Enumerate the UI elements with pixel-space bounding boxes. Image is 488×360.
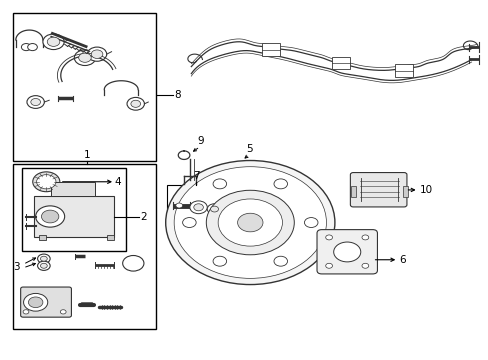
Circle shape — [41, 210, 59, 223]
Circle shape — [361, 235, 368, 240]
Circle shape — [325, 235, 332, 240]
Circle shape — [176, 203, 182, 208]
Circle shape — [23, 293, 48, 311]
Bar — [394, 64, 412, 77]
Circle shape — [273, 256, 287, 266]
Circle shape — [31, 99, 41, 105]
Circle shape — [237, 213, 263, 232]
Bar — [22, 168, 126, 251]
Text: 8: 8 — [174, 90, 181, 100]
Circle shape — [87, 47, 106, 61]
Circle shape — [60, 310, 66, 314]
FancyBboxPatch shape — [316, 230, 377, 274]
Text: 7: 7 — [192, 171, 199, 181]
Circle shape — [74, 50, 95, 66]
Bar — [34, 196, 114, 237]
Circle shape — [33, 172, 60, 192]
Circle shape — [36, 206, 64, 227]
Bar — [51, 182, 95, 196]
Circle shape — [91, 50, 102, 58]
Circle shape — [47, 37, 60, 46]
Circle shape — [206, 190, 294, 255]
Circle shape — [325, 263, 332, 268]
Text: 2: 2 — [140, 212, 146, 221]
Circle shape — [122, 256, 143, 271]
Circle shape — [210, 206, 218, 212]
Circle shape — [213, 256, 226, 266]
Bar — [13, 13, 156, 161]
Circle shape — [165, 161, 334, 284]
Bar — [332, 57, 349, 69]
FancyBboxPatch shape — [350, 172, 406, 207]
Text: 6: 6 — [398, 255, 405, 265]
Text: 3: 3 — [13, 262, 20, 272]
Circle shape — [38, 254, 50, 263]
Circle shape — [37, 175, 56, 189]
Bar — [167, 185, 232, 226]
Bar — [106, 235, 114, 240]
Circle shape — [21, 44, 31, 51]
Text: 9: 9 — [197, 136, 204, 146]
Bar — [402, 186, 407, 197]
Bar — [13, 164, 156, 329]
Circle shape — [27, 96, 44, 108]
Text: 1: 1 — [84, 150, 90, 160]
Circle shape — [28, 297, 43, 307]
Circle shape — [273, 179, 287, 189]
Circle shape — [79, 53, 91, 62]
Bar — [262, 43, 279, 56]
Circle shape — [189, 201, 207, 214]
Circle shape — [38, 261, 50, 270]
Text: 10: 10 — [419, 185, 432, 195]
Circle shape — [193, 204, 203, 211]
Text: 5: 5 — [245, 144, 252, 154]
Text: 4: 4 — [115, 177, 122, 187]
Circle shape — [23, 310, 29, 314]
Circle shape — [127, 98, 144, 110]
Circle shape — [213, 179, 226, 189]
Circle shape — [182, 217, 196, 228]
Circle shape — [131, 100, 140, 107]
Circle shape — [218, 199, 282, 246]
Circle shape — [361, 263, 368, 268]
Circle shape — [207, 204, 222, 215]
FancyBboxPatch shape — [20, 287, 71, 317]
Circle shape — [41, 263, 47, 268]
Circle shape — [333, 242, 360, 262]
Bar — [39, 235, 46, 240]
Circle shape — [28, 44, 37, 51]
Circle shape — [174, 167, 326, 278]
Bar — [350, 186, 355, 197]
Circle shape — [304, 217, 317, 228]
Circle shape — [43, 34, 64, 50]
Circle shape — [41, 256, 47, 261]
